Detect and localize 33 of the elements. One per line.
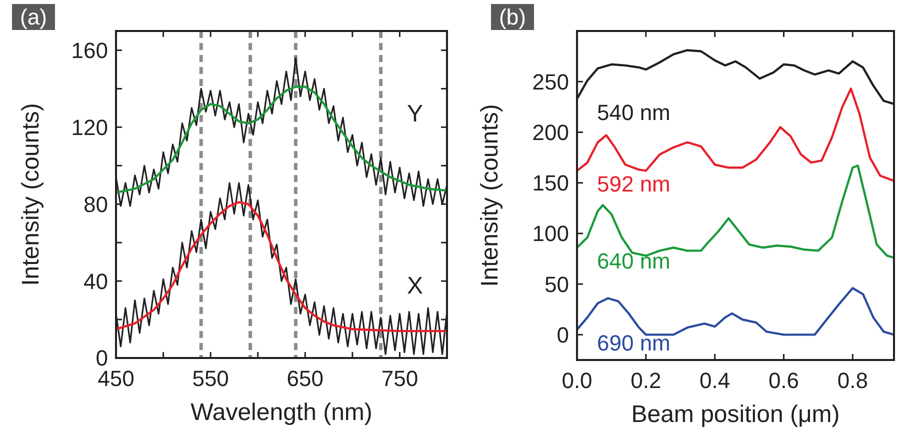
line-series xyxy=(114,201,448,332)
y-axis-title: Intensity (counts) xyxy=(17,103,44,286)
annotation: X xyxy=(406,272,424,300)
annotation: Y xyxy=(406,100,424,128)
y-tick-label: 80 xyxy=(84,192,108,217)
y-tick-label: 50 xyxy=(544,272,569,297)
x-tick-label: 750 xyxy=(381,366,418,391)
x-tick-label: 0.6 xyxy=(768,368,800,393)
series-label: 540 nm xyxy=(597,100,670,125)
y-axis-title: Intensity (counts) xyxy=(476,104,504,287)
line-series xyxy=(114,86,448,194)
x-axis-title: Beam position (μm) xyxy=(631,401,840,428)
x-tick-label: 550 xyxy=(192,366,229,391)
y-tick-label: 100 xyxy=(532,221,569,246)
x-tick-label: 0.0 xyxy=(562,368,592,393)
y-tick-label: 120 xyxy=(71,114,108,140)
series-label: 690 nm xyxy=(597,330,670,356)
x-axis-title: Wavelength (nm) xyxy=(190,399,372,426)
chart-title: (a) xyxy=(20,4,47,30)
x-tick-label: 0.4 xyxy=(700,368,730,393)
y-tick-label: 160 xyxy=(71,38,108,63)
y-tick-label: 200 xyxy=(532,120,569,145)
y-tick-label: 0 xyxy=(556,322,569,348)
y-tick-label: 250 xyxy=(532,69,569,94)
x-tick-label: 0.2 xyxy=(630,368,662,393)
x-tick-label: 0.8 xyxy=(837,368,868,393)
line-series xyxy=(576,287,896,336)
chart-title: (b) xyxy=(499,4,526,30)
series-label: 640 nm xyxy=(597,248,670,274)
series-label: 592 nm xyxy=(597,172,670,197)
y-tick-label: 150 xyxy=(532,170,569,196)
y-tick-label: 40 xyxy=(84,268,108,294)
x-tick-label: 650 xyxy=(286,366,324,391)
